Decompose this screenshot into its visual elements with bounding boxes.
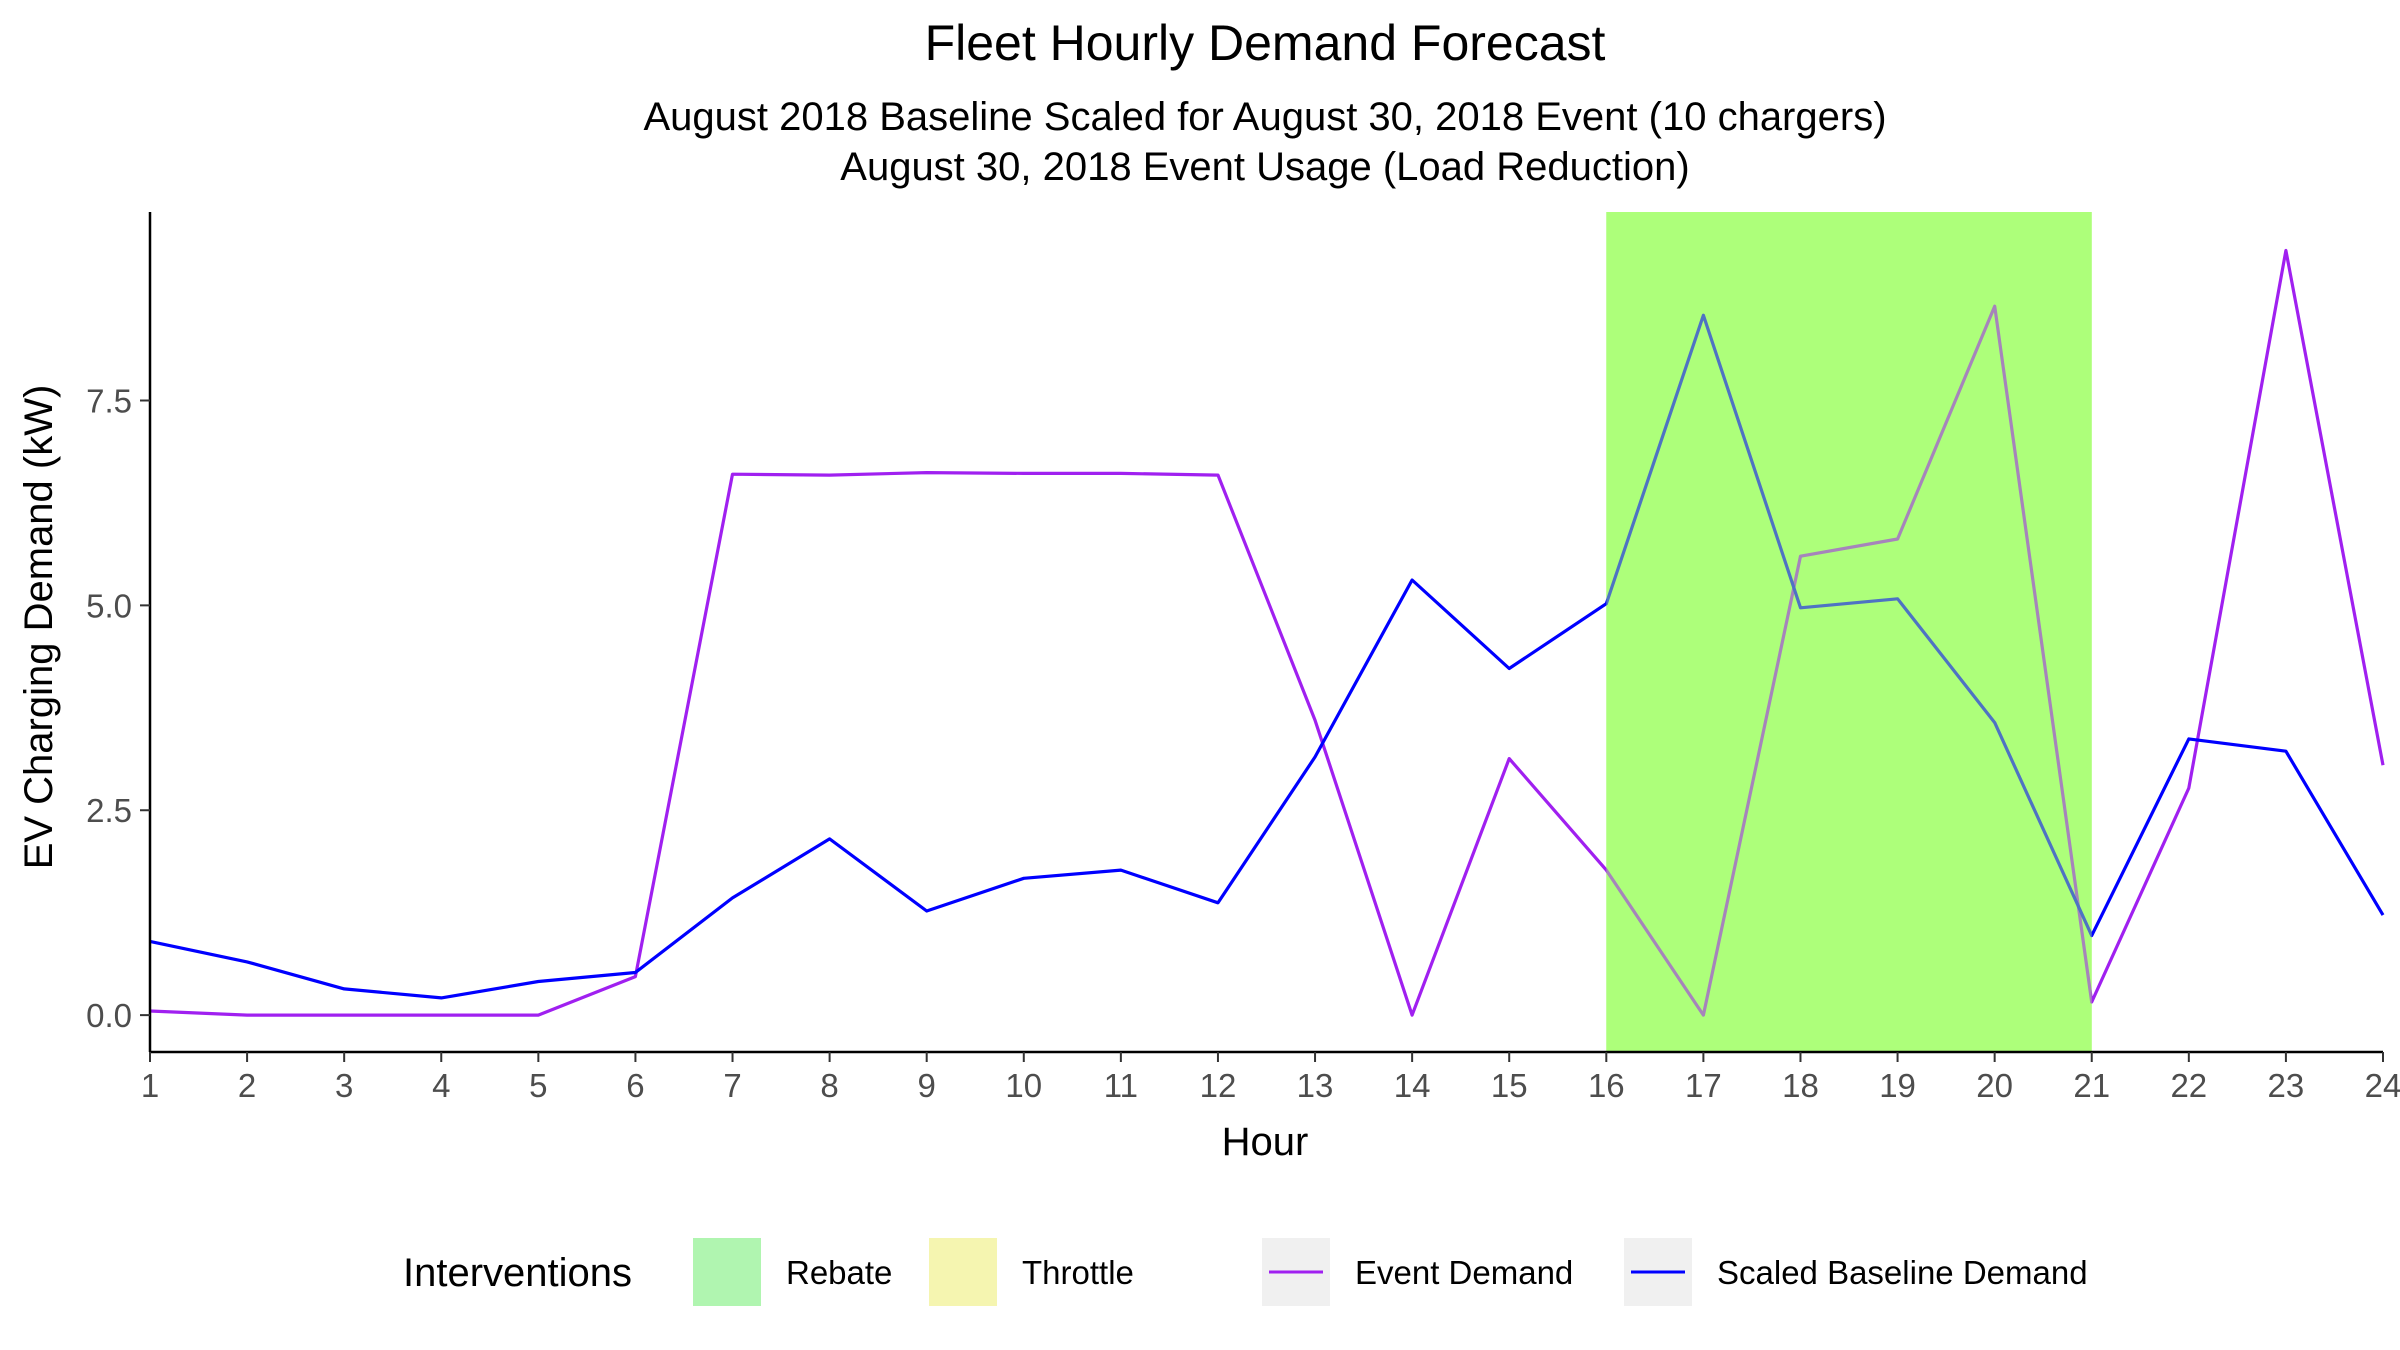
shaded-region-rebate	[1606, 212, 2092, 1052]
y-tick-label: 0.0	[86, 997, 132, 1034]
x-tick-label: 24	[2365, 1067, 2400, 1104]
x-tick-label: 15	[1491, 1067, 1528, 1104]
chart-subtitle-line-2: August 30, 2018 Event Usage (Load Reduct…	[840, 145, 1689, 189]
x-tick-label: 19	[1879, 1067, 1916, 1104]
y-tick-label: 7.5	[86, 382, 132, 419]
x-tick-label: 10	[1005, 1067, 1042, 1104]
x-tick-label: 6	[626, 1067, 644, 1104]
y-tick-label: 5.0	[86, 587, 132, 624]
x-tick-label: 14	[1394, 1067, 1431, 1104]
legend-label-event-demand: Event Demand	[1355, 1254, 1573, 1291]
y-axis-title: EV Charging Demand (kW)	[17, 385, 61, 870]
x-tick-label: 3	[335, 1067, 353, 1104]
x-tick-label: 20	[1976, 1067, 2013, 1104]
legend-label-throttle: Throttle	[1022, 1254, 1134, 1291]
x-tick-label: 16	[1588, 1067, 1625, 1104]
legend-label-rebate: Rebate	[786, 1254, 892, 1291]
x-tick-label: 17	[1685, 1067, 1722, 1104]
x-tick-label: 7	[723, 1067, 741, 1104]
chart-title: Fleet Hourly Demand Forecast	[925, 15, 1606, 71]
chart-subtitle-line-1: August 2018 Baseline Scaled for August 3…	[643, 95, 1886, 139]
x-tick-label: 8	[820, 1067, 838, 1104]
x-tick-label: 11	[1104, 1067, 1138, 1104]
series-line-event-demand	[149, 248, 2385, 1017]
x-tick-label: 1	[141, 1067, 159, 1104]
x-tick-label: 12	[1200, 1067, 1237, 1104]
legend-key-rebate	[693, 1238, 761, 1306]
series-line-scaled-baseline-demand	[149, 313, 2385, 1000]
x-tick-label: 9	[918, 1067, 936, 1104]
legend: Interventions Rebate Throttle Event Demand S…	[403, 1238, 2088, 1306]
x-tick-label: 18	[1782, 1067, 1819, 1104]
x-tick-label: 4	[432, 1067, 450, 1104]
x-tick-label: 2	[238, 1067, 256, 1104]
legend-label-scaled-baseline-demand: Scaled Baseline Demand	[1717, 1254, 2088, 1291]
plot-area: 1 2 3 4 5 6 7 8 9 10 11 12 13 14 15 16 17 18 19 20 21 22 23 240…	[86, 212, 2400, 1104]
legend-title: Interventions	[403, 1251, 632, 1295]
x-tick-label: 21	[2073, 1067, 2110, 1104]
x-tick-label: 13	[1297, 1067, 1334, 1104]
legend-key-throttle	[929, 1238, 997, 1306]
x-tick-label: 23	[2268, 1067, 2305, 1104]
x-axis-title: Hour	[1222, 1120, 1309, 1164]
y-tick-label: 2.5	[86, 792, 132, 829]
x-tick-label: 5	[529, 1067, 547, 1104]
shaded-region-overlay-rebate	[1606, 212, 2092, 1052]
x-tick-label: 22	[2170, 1067, 2207, 1104]
